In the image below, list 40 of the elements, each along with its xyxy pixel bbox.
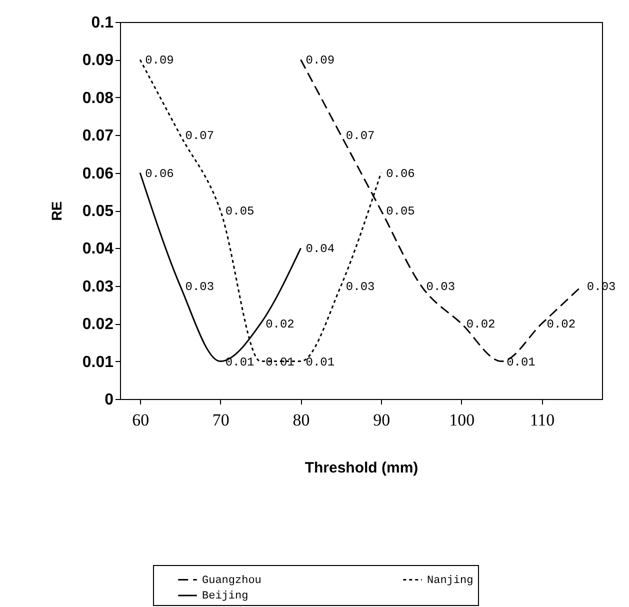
- x-tick-label: 60: [132, 410, 150, 430]
- data-label: 0.03: [426, 280, 456, 294]
- data-label: 0.03: [346, 280, 375, 294]
- x-axis-title: Threshold (mm): [304, 460, 418, 476]
- data-label: 0.05: [386, 204, 415, 218]
- data-label: 0.02: [466, 318, 496, 332]
- y-tick-label: 0.01: [82, 354, 114, 371]
- data-label: 0.04: [306, 242, 335, 256]
- x-tick-label: 70: [212, 410, 230, 430]
- y-tick-label: 0.09: [82, 52, 114, 70]
- y-tick-label: 0.06: [82, 165, 114, 182]
- x-tick-label: 90: [373, 410, 390, 430]
- y-tick-label: 0.07: [82, 128, 114, 145]
- data-label: 0.01: [506, 355, 536, 370]
- legend-label: Nanjing: [427, 574, 474, 587]
- data-label: 0.07: [346, 129, 375, 144]
- legend-label: Beijing: [202, 590, 248, 602]
- data-label: 0.09: [145, 54, 174, 68]
- data-label: 0.05: [225, 204, 254, 218]
- data-label: 0.02: [266, 318, 294, 332]
- y-tick-label: 0.05: [82, 203, 114, 220]
- y-tick-label: 0.08: [82, 90, 114, 107]
- y-axis-title: RE: [48, 201, 64, 221]
- y-tick-label: 0.1: [91, 14, 114, 32]
- y-tick-label: 0.04: [82, 240, 114, 258]
- y-tick-label: 0.03: [82, 278, 114, 296]
- data-label: 0.02: [546, 318, 576, 332]
- data-label: 0.01: [306, 355, 335, 370]
- x-tick-label: 100: [449, 410, 475, 430]
- data-label: 0.07: [185, 129, 214, 144]
- data-label: 0.09: [306, 54, 335, 68]
- x-tick-label: 80: [292, 410, 310, 430]
- y-tick-label: 0.02: [82, 316, 114, 334]
- data-label: 0.03: [185, 280, 214, 294]
- y-tick-label: 0: [104, 392, 114, 408]
- x-tick-label: 110: [530, 410, 555, 430]
- data-label: 0.06: [145, 166, 174, 181]
- data-label: 0.06: [386, 166, 415, 181]
- legend-label: Guangzhou: [202, 574, 262, 587]
- data-label: 0.01: [225, 355, 254, 370]
